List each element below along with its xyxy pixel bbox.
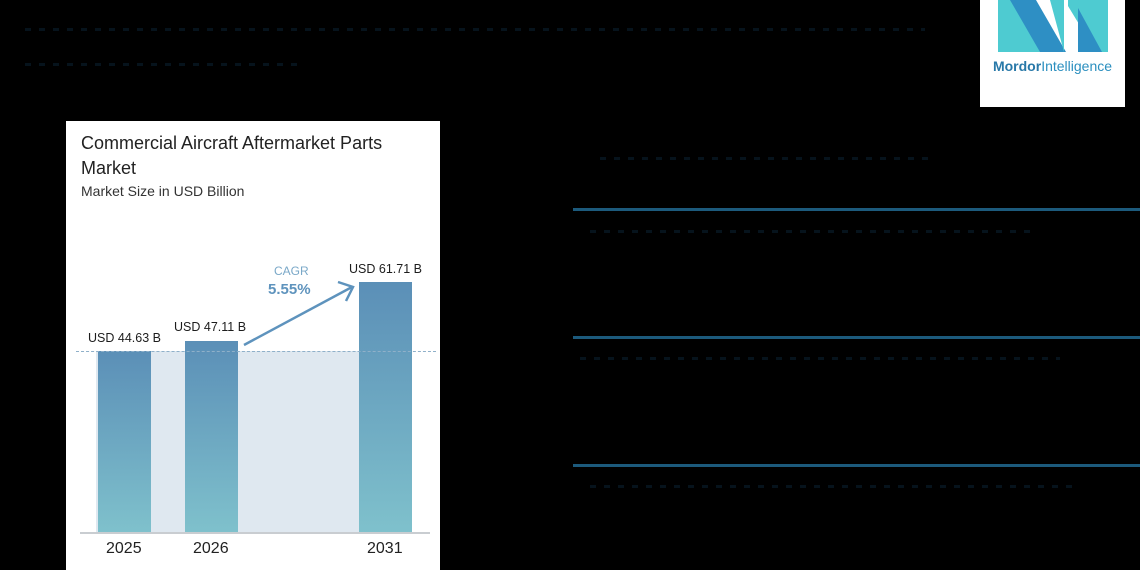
bar-value-label: USD 44.63 B: [88, 331, 161, 345]
bar-value-label: USD 61.71 B: [349, 262, 422, 276]
bar-value-label: USD 47.11 B: [174, 320, 247, 334]
chart-title: Commercial Aircraft Aftermarket Parts Ma…: [81, 133, 383, 178]
x-tick-label: 2026: [193, 540, 229, 557]
bar-2031: [359, 282, 412, 533]
x-axis-line: [80, 532, 430, 534]
reference-dashed-line: [76, 351, 436, 352]
logo-mark-icon: [998, 0, 1108, 52]
mordor-intelligence-logo: MordorIntelligence: [980, 0, 1125, 107]
section-divider: [573, 464, 1140, 467]
bar-2025: [98, 351, 151, 533]
chart-subtitle: Market Size in USD Billion: [81, 183, 245, 199]
market-size-chart-card: Commercial Aircraft Aftermarket Parts Ma…: [66, 121, 440, 570]
section-divider: [573, 336, 1140, 339]
section-divider: [573, 208, 1140, 211]
cagr-value: 5.55%: [268, 281, 311, 298]
cagr-arrow-icon: [243, 280, 355, 347]
x-tick-label: 2025: [106, 540, 142, 557]
x-tick-label: 2031: [367, 540, 403, 557]
cagr-label: CAGR: [274, 264, 309, 278]
logo-text: MordorIntelligence: [992, 58, 1113, 74]
bar-2026: [185, 341, 238, 533]
